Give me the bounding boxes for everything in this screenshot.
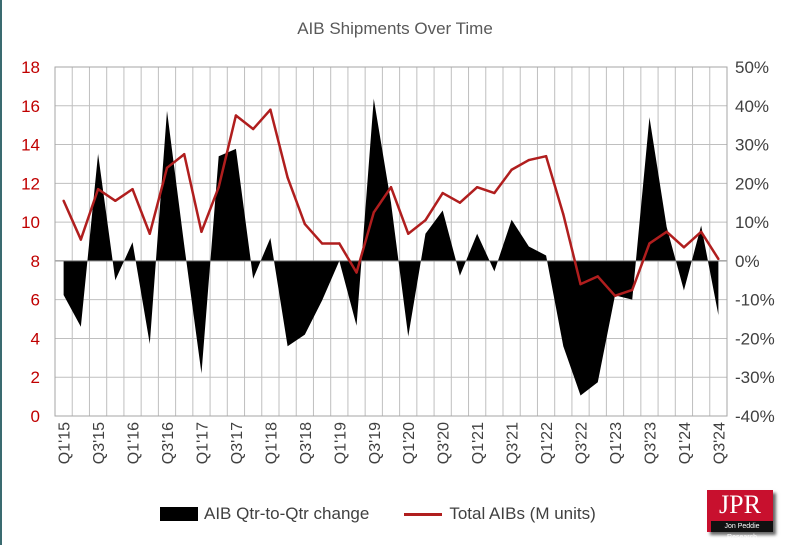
x-axis-tick: Q1'23 xyxy=(608,422,625,464)
right-axis-tick: 30% xyxy=(735,136,769,155)
right-axis-tick: -30% xyxy=(735,368,775,387)
legend-swatch-line xyxy=(404,512,443,516)
line-point xyxy=(579,282,582,286)
line-point xyxy=(320,242,324,245)
legend-swatch-area xyxy=(160,507,198,521)
left-axis-tick: 2 xyxy=(31,368,40,387)
line-point xyxy=(441,191,444,195)
line-point xyxy=(148,232,151,235)
logo-text: JPR xyxy=(719,490,761,519)
jpr-logo: JPR Jon Peddie Research xyxy=(707,490,773,541)
window-edge xyxy=(0,0,2,545)
x-axis-tick: Q3'19 xyxy=(367,422,384,464)
series-area-qtr-change xyxy=(63,98,719,396)
line-point xyxy=(562,213,565,216)
line-point xyxy=(407,232,410,235)
line-point xyxy=(493,191,496,195)
x-axis-tick: Q3'15 xyxy=(91,422,108,464)
line-point xyxy=(131,187,134,191)
line-point xyxy=(183,153,186,156)
line-point xyxy=(165,166,169,170)
x-axis-tick: Q1'15 xyxy=(57,422,74,464)
line-point xyxy=(200,230,203,234)
x-axis-tick: Q1'16 xyxy=(126,422,143,464)
x-axis-tick: Q3'22 xyxy=(574,422,591,464)
x-axis-tick: Q1'18 xyxy=(263,422,280,464)
line-point xyxy=(527,158,531,162)
legend-label-change: AIB Qtr-to-Qtr change xyxy=(204,504,370,523)
right-axis-tick: -10% xyxy=(735,291,775,310)
line-point xyxy=(475,186,479,189)
line-point xyxy=(269,108,272,111)
line-point xyxy=(613,294,617,297)
line-point xyxy=(510,168,513,171)
left-axis-tick: 18 xyxy=(21,58,40,77)
x-axis-tick: Q3'17 xyxy=(229,422,246,464)
line-point xyxy=(648,242,651,245)
line-point xyxy=(424,218,427,222)
legend-label-total: Total AIBs (M units) xyxy=(449,504,596,523)
line-point xyxy=(286,176,289,179)
line-point xyxy=(79,238,83,241)
left-axis-tick: 8 xyxy=(31,252,40,271)
x-axis-tick: Q1'20 xyxy=(401,422,418,464)
left-axis-tick: 0 xyxy=(31,407,40,426)
line-point xyxy=(355,271,358,274)
plot-border xyxy=(54,66,728,417)
line-point xyxy=(62,199,65,202)
right-axis-tick: 50% xyxy=(735,58,769,77)
x-axis-tick: Q1'21 xyxy=(470,422,487,464)
line-point xyxy=(234,114,238,117)
line-point xyxy=(389,186,393,189)
line-point xyxy=(303,222,307,226)
line-point xyxy=(717,257,720,261)
left-axis-tick: 12 xyxy=(21,174,40,193)
right-axis-tick: -20% xyxy=(735,329,775,348)
left-axis-tick: 4 xyxy=(31,329,40,348)
x-axis-tick: Q3'23 xyxy=(642,422,659,464)
legend: AIB Qtr-to-Qtr change Total AIBs (M unit… xyxy=(160,504,596,524)
left-axis-tick: 6 xyxy=(31,291,40,310)
x-axis-tick: Q3'20 xyxy=(436,422,453,464)
x-axis-tick: Q3'16 xyxy=(160,422,177,464)
line-point xyxy=(96,187,100,191)
right-axis-tick: 0% xyxy=(735,252,760,271)
right-axis-tick: 40% xyxy=(735,97,769,116)
x-axis-tick: Q1'24 xyxy=(677,422,694,464)
left-axis-tick: 14 xyxy=(21,136,40,155)
left-axis-tick: 10 xyxy=(21,213,40,232)
line-point xyxy=(665,230,668,234)
line-point xyxy=(217,186,220,189)
line-point xyxy=(372,211,375,214)
line-point xyxy=(682,246,686,249)
line-point xyxy=(458,201,462,204)
line-point xyxy=(114,199,117,202)
right-axis-tick: 10% xyxy=(735,213,769,232)
right-axis-tick: 20% xyxy=(735,174,769,193)
x-axis-tick: Q3'24 xyxy=(711,422,728,464)
x-axis-tick: Q3'18 xyxy=(298,422,315,464)
line-point xyxy=(596,275,599,278)
line-point xyxy=(699,230,703,234)
line-point xyxy=(544,154,548,158)
line-point xyxy=(338,242,341,245)
right-axis-tick: -40% xyxy=(735,407,775,426)
x-axis-tick: Q1'22 xyxy=(539,422,556,464)
x-axis-tick: Q3'21 xyxy=(505,422,522,464)
x-axis-tick: Q1'17 xyxy=(194,422,211,464)
x-axis-tick: Q1'19 xyxy=(332,422,349,464)
left-axis-tick: 16 xyxy=(21,97,40,116)
line-point xyxy=(631,288,634,292)
line-point xyxy=(251,127,255,131)
chart-title: AIB Shipments Over Time xyxy=(297,19,493,38)
logo-subtext: Jon Peddie Research xyxy=(711,521,773,541)
